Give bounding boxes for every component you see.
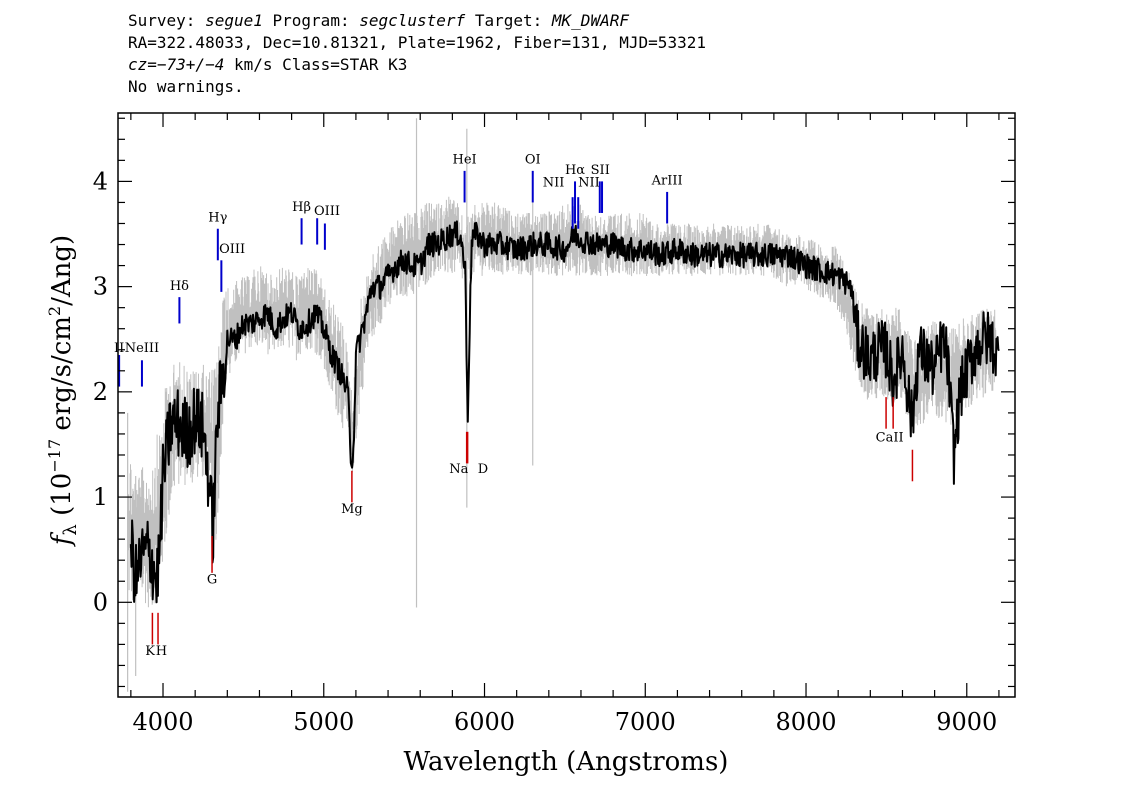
- absorption-label-2: G: [207, 572, 217, 587]
- emission-label-6: OIII: [314, 204, 340, 219]
- flux-series: [129, 220, 1000, 604]
- spectrum-header: Survey: segue1 Program: segclusterf Targ…: [128, 10, 706, 98]
- emission-label-5: Hβ: [292, 200, 311, 215]
- emission-label-1: NeIII: [125, 341, 159, 356]
- y-tick-label: 0: [93, 588, 108, 616]
- x-tick-label: 6000: [454, 708, 515, 736]
- cz-label: cz: [128, 55, 148, 74]
- target-label: Target:: [474, 11, 543, 30]
- y-tick-label: 4: [93, 167, 108, 195]
- x-tick-label: 7000: [615, 708, 676, 736]
- emission-label-4: OIII: [219, 242, 245, 257]
- x-axis-label: Wavelength (Angstroms): [404, 747, 729, 777]
- y-axis-label: fλ (10−17 erg/s/cm2/Ang): [45, 235, 81, 547]
- x-tick-label: 8000: [775, 708, 836, 736]
- absorption-label-3: Mg: [341, 502, 363, 517]
- program-value: segclusterf: [359, 11, 466, 30]
- cz-unit-class: km/s Class=STAR K3: [233, 55, 408, 74]
- absorption-label-0: K: [145, 644, 155, 659]
- header-line-warnings: No warnings.: [128, 77, 244, 96]
- x-tick-label: 9000: [936, 708, 997, 736]
- survey-value: segue1: [205, 11, 263, 30]
- absorption-label-5: D: [478, 462, 488, 477]
- emission-label-3: Hγ: [208, 210, 227, 225]
- program-label: Program:: [272, 11, 350, 30]
- emission-label-0: II: [114, 341, 124, 356]
- x-tick-label: 5000: [293, 708, 354, 736]
- x-axis: 4000 5000 6000 7000 8000 9000: [130, 113, 1000, 736]
- error-band-series: [127, 118, 997, 692]
- plot-border: [117, 112, 1016, 698]
- absorption-label-6: CaII: [876, 430, 904, 445]
- emission-label-10: Hα: [565, 163, 585, 178]
- emission-label-7: HeI: [452, 153, 476, 168]
- emission-label-9: NII: [543, 176, 565, 191]
- cz-value: =−73+/−4: [147, 55, 225, 74]
- emission-label-11: SII: [591, 163, 610, 178]
- header-line-redshift: cz=−73+/−4 km/s Class=STAR K3: [128, 54, 706, 76]
- emission-label-13: ArIII: [651, 174, 683, 189]
- y-tick-label: 1: [93, 483, 108, 511]
- y-tick-label: 2: [93, 378, 108, 406]
- y-tick-label: 3: [93, 273, 108, 301]
- absorption-label-1: H: [156, 644, 167, 659]
- absorption-label-4: Na: [449, 462, 468, 477]
- survey-label: Survey:: [128, 11, 196, 30]
- y-axis: 0 1 2 3 4: [93, 117, 1015, 688]
- header-line-survey: Survey: segue1 Program: segclusterf Targ…: [128, 10, 706, 32]
- flux-line: [129, 220, 1000, 604]
- header-line-coordinates: RA=322.48033, Dec=10.81321, Plate=1962, …: [128, 33, 706, 52]
- emission-label-8: OI: [525, 153, 541, 168]
- emission-label-2: Hδ: [170, 279, 189, 294]
- x-tick-label: 4000: [132, 708, 193, 736]
- plot-frame: [117, 112, 1016, 698]
- target-value: MK_DWARF: [551, 11, 629, 30]
- emission-label-12: NII: [578, 176, 600, 191]
